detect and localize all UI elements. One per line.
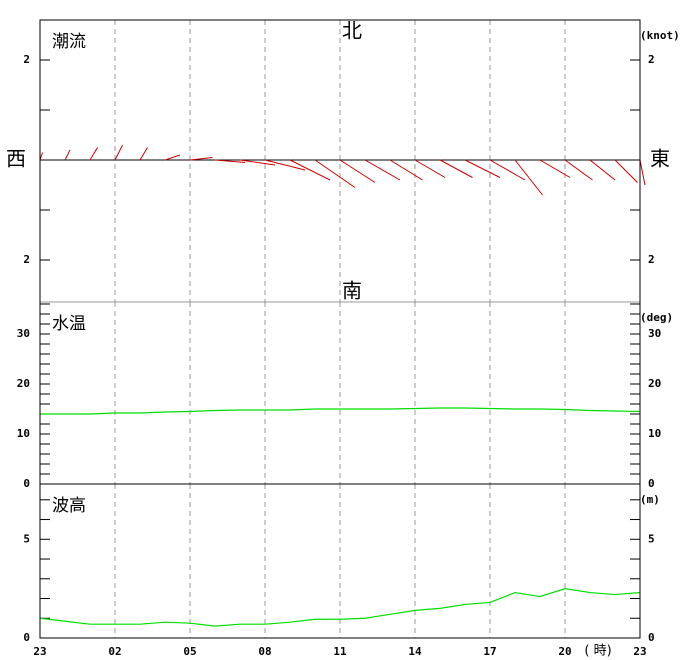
current-vector xyxy=(414,159,446,178)
data-line xyxy=(40,407,641,415)
current-vector xyxy=(489,159,526,181)
current-vector xyxy=(389,159,423,181)
current-vector xyxy=(164,154,181,161)
y-tick-label: 10 xyxy=(17,427,30,440)
current-vector xyxy=(589,159,616,181)
x-unit-label: ( 時) xyxy=(584,644,611,659)
unit-label: (m) xyxy=(640,493,660,506)
current-vector xyxy=(539,159,571,178)
current-vector xyxy=(64,149,71,161)
x-tick-label: 14 xyxy=(408,645,422,658)
x-tick-label: 23 xyxy=(633,645,646,658)
x-tick-label: 02 xyxy=(108,645,121,658)
compass-north: 北 xyxy=(342,19,362,43)
x-tick-label: 05 xyxy=(183,645,196,658)
compass-south: 南 xyxy=(342,279,362,303)
y-tick-label: 30 xyxy=(17,327,30,340)
current-vector xyxy=(339,159,376,183)
y-tick-label: 0 xyxy=(23,477,30,490)
x-tick-label: 08 xyxy=(258,645,271,658)
y-tick-label: 10 xyxy=(648,427,661,440)
x-tick-label: 17 xyxy=(483,645,496,658)
y-tick-label: 30 xyxy=(648,327,661,340)
current-vector xyxy=(239,159,276,166)
data-line xyxy=(39,588,641,627)
current-vector xyxy=(214,159,246,163)
y-tick-label: 5 xyxy=(648,532,655,545)
current-vector xyxy=(314,159,356,188)
current-vector xyxy=(439,159,473,178)
current-vector xyxy=(114,144,123,161)
current-vector xyxy=(264,159,306,171)
current-vector xyxy=(639,159,646,186)
current-vector xyxy=(364,159,401,181)
y-tick-label: 5 xyxy=(23,532,30,545)
unit-label: (deg) xyxy=(640,311,673,324)
y-tick-label: 0 xyxy=(648,631,655,644)
y-tick-label: 0 xyxy=(23,631,30,644)
panel-title: 波高 xyxy=(52,496,86,516)
current-vector xyxy=(139,147,148,161)
y-tick-label: 2 xyxy=(648,253,655,266)
y-tick-label: 2 xyxy=(23,253,30,266)
x-tick-label: 23 xyxy=(33,645,46,658)
current-vector xyxy=(189,157,213,161)
plot-frame xyxy=(39,19,641,639)
compass-east: 東 xyxy=(650,147,670,171)
current-vector xyxy=(614,159,638,183)
y-tick-label: 20 xyxy=(17,377,30,390)
current-vector xyxy=(564,159,593,181)
panel-title: 水温 xyxy=(52,314,86,334)
y-tick-label: 2 xyxy=(648,53,655,66)
y-tick-label: 20 xyxy=(648,377,661,390)
y-tick-label: 0 xyxy=(648,477,655,490)
current-vector xyxy=(464,159,501,178)
unit-label: (knot) xyxy=(640,29,680,42)
y-tick-label: 2 xyxy=(23,53,30,66)
panel-title: 潮流 xyxy=(52,32,86,52)
x-tick-label: 20 xyxy=(558,645,571,658)
current-vector xyxy=(289,159,331,181)
compass-west: 西 xyxy=(6,147,26,171)
x-tick-label: 11 xyxy=(333,645,347,658)
current-vector xyxy=(514,159,543,196)
current-vector xyxy=(89,147,98,161)
